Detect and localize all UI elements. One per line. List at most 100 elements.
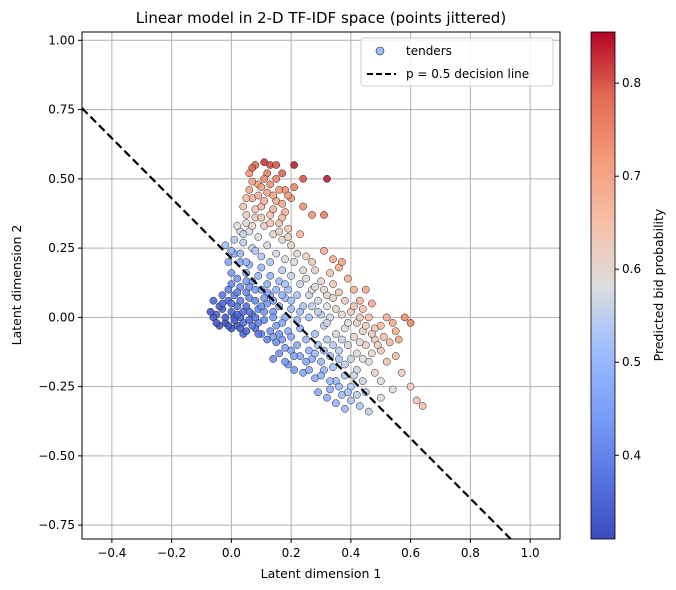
scatter-point [290, 161, 298, 169]
scatter-point [239, 238, 248, 247]
scatter-point [233, 274, 242, 283]
scatter-point [305, 366, 313, 374]
scatter-point [269, 313, 278, 322]
scatter-point [376, 321, 385, 330]
scatter-point [311, 330, 319, 338]
scatter-point [355, 296, 364, 305]
scatter-point [248, 222, 257, 230]
scatter-point [248, 163, 257, 172]
scatter-point [257, 213, 266, 222]
y-tick-label: 0.25 [48, 241, 75, 255]
scatter-point [302, 335, 310, 344]
scatter-point [272, 174, 281, 183]
scatter-point [242, 277, 251, 286]
scatter-point [329, 294, 337, 302]
y-tick-label: 0.00 [48, 310, 75, 324]
scatter-point [305, 313, 313, 322]
scatter-point [418, 402, 427, 410]
scatter-point [373, 341, 382, 349]
scatter-point [290, 183, 298, 191]
scatter-point [221, 313, 230, 322]
scatter-point [350, 332, 358, 341]
scatter-point [287, 296, 295, 305]
scatter-point [329, 255, 337, 264]
scatter-point [284, 224, 292, 233]
scatter-point [236, 296, 245, 305]
scatter-point [251, 247, 260, 255]
colorbar-tick-label: 0.8 [622, 76, 641, 90]
scatter-point [358, 377, 367, 385]
x-tick-label: 1.0 [521, 546, 540, 560]
colorbar-tick-label: 0.7 [622, 169, 641, 183]
scatter-point [260, 174, 269, 183]
scatter-point [257, 263, 266, 272]
x-axis-label: Latent dimension 1 [261, 566, 382, 581]
scatter-point [254, 191, 263, 200]
scatter-point [338, 310, 346, 319]
colorbar-tick-label: 0.5 [622, 355, 641, 369]
scatter-point [320, 211, 328, 219]
scatter-point [251, 205, 260, 214]
scatter-point [254, 271, 263, 280]
scatter-point [388, 385, 397, 394]
scatter-point [278, 319, 287, 327]
scatter-point [347, 396, 355, 405]
scatter-point [245, 186, 254, 194]
scatter-point [290, 366, 298, 374]
scatter-point [290, 258, 298, 266]
legend-label-tenders: tenders [406, 44, 452, 58]
x-tick-label: 0.8 [461, 546, 480, 560]
scatter-point [263, 280, 272, 288]
scatter-point [287, 241, 295, 250]
scatter-point [355, 402, 364, 410]
scatter-point [338, 258, 346, 266]
scatter-point [344, 388, 352, 397]
scatter-point [332, 305, 340, 313]
scatter-point [209, 296, 218, 305]
scatter-point [281, 280, 289, 288]
scatter-point [344, 274, 352, 283]
scatter-point [296, 280, 304, 288]
scatter-point [263, 241, 272, 250]
scatter-point [308, 258, 316, 266]
scatter-point [227, 247, 236, 255]
x-tick-label: −0.4 [97, 546, 126, 560]
scatter-point [412, 396, 421, 405]
scatter-point [257, 183, 266, 191]
scatter-point [344, 341, 352, 349]
scatter-point [308, 302, 316, 311]
scatter-point [367, 349, 376, 358]
scatter-point [314, 296, 322, 305]
scatter-point [278, 213, 287, 222]
y-tick-label: −0.25 [38, 380, 75, 394]
decision-line [82, 107, 512, 539]
colorbar-label: Predicted bid probability [651, 208, 666, 361]
y-axis-label: Latent dimension 2 [9, 225, 24, 346]
scatter-point [278, 199, 287, 208]
y-tick-label: 0.75 [48, 103, 75, 117]
scatter-point [242, 194, 251, 203]
legend-box [360, 37, 554, 87]
scatter-point [299, 202, 307, 211]
scatter-point [299, 266, 307, 275]
scatter-point [323, 174, 331, 183]
scatter-point [406, 382, 415, 391]
scatter-point [341, 404, 349, 413]
scatter-point [239, 307, 248, 316]
colorbar [590, 31, 616, 540]
scatter-point [358, 355, 367, 363]
scatter-point [302, 252, 310, 261]
scatter-point [406, 319, 415, 327]
scatter-point [397, 368, 406, 377]
scatter-point [257, 302, 266, 311]
scatter-point [254, 233, 263, 241]
scatter-point [364, 407, 373, 416]
scatter-point [376, 393, 385, 402]
scatter-point [278, 169, 287, 178]
scatter-point [269, 355, 278, 363]
scatter-point [266, 271, 275, 280]
scatter-point [379, 332, 388, 341]
y-tick-label: −0.75 [38, 518, 75, 532]
colorbar-tick-label: 0.6 [622, 262, 641, 276]
